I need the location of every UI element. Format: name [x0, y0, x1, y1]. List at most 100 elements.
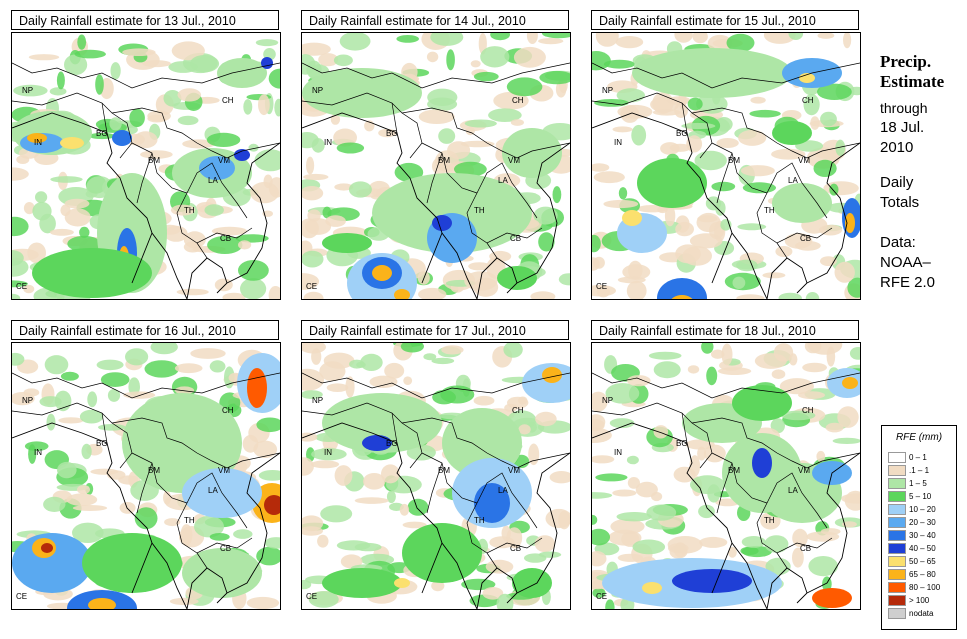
country-label: TH: [764, 206, 775, 215]
legend-label: nodata: [909, 609, 934, 618]
legend-item: 10 – 20: [888, 504, 936, 515]
panel-title: Daily Rainfall estimate for 16 Jul., 201…: [11, 320, 279, 340]
country-label: LA: [208, 176, 218, 185]
legend-label: 10 – 20: [909, 505, 936, 514]
rainfall-panel-13: Daily Rainfall estimate for 13 Jul., 201…: [11, 10, 281, 300]
country-label: LA: [498, 176, 508, 185]
legend-label: .1 – 1: [909, 466, 930, 475]
panel-title: Daily Rainfall estimate for 18 Jul., 201…: [591, 320, 859, 340]
legend-swatch: [888, 595, 906, 606]
legend-label: 1 – 5: [909, 479, 927, 488]
country-label: CE: [596, 592, 607, 601]
rfe-legend: RFE (mm) 0 – 1 .1 – 1 1 – 5 5 – 10 10 – 20 20…: [881, 425, 957, 630]
country-label: CB: [220, 544, 231, 553]
through-date: 18 Jul.: [880, 119, 925, 136]
country-label: CH: [512, 96, 524, 105]
legend-label: 5 – 10: [909, 492, 932, 501]
legend-item: 1 – 5: [888, 478, 927, 489]
country-label: CB: [220, 234, 231, 243]
legend-label: 65 – 80: [909, 570, 936, 579]
country-label: CH: [802, 406, 814, 415]
country-label: CE: [16, 282, 27, 291]
through-label: through: [880, 100, 928, 116]
country-label: LA: [788, 176, 798, 185]
legend-item: > 100: [888, 595, 929, 606]
legend-title: RFE (mm): [895, 432, 943, 443]
country-label: BG: [386, 129, 398, 138]
rainfall-field: NP CH IN BG BM VM LA TH CB CE: [592, 343, 860, 609]
country-label: CH: [222, 96, 234, 105]
country-label: VM: [218, 156, 230, 165]
country-label: IN: [614, 138, 622, 147]
country-label: CH: [512, 406, 524, 415]
legend-swatch: [888, 452, 906, 463]
legend-swatch: [888, 491, 906, 502]
country-label: CB: [510, 234, 521, 243]
sidebar-title: Precip. Estimate: [880, 52, 944, 92]
panel-title: Daily Rainfall estimate for 17 Jul., 201…: [301, 320, 569, 340]
country-label: BM: [728, 466, 740, 475]
legend-swatch: [888, 517, 906, 528]
country-label: IN: [324, 448, 332, 457]
country-label: LA: [498, 486, 508, 495]
rainfall-panel-18: Daily Rainfall estimate for 18 Jul., 201…: [591, 320, 861, 610]
country-label: IN: [34, 448, 42, 457]
legend-item: .1 – 1: [888, 465, 929, 476]
rainfall-field: NP CH IN BG BM VM LA TH CB CE: [302, 33, 570, 299]
country-label: CE: [16, 592, 27, 601]
totals-line1: Daily: [880, 174, 914, 191]
legend-item: nodata: [888, 608, 933, 619]
country-label: LA: [788, 486, 798, 495]
country-label: NP: [602, 86, 613, 95]
panel-title: Daily Rainfall estimate for 14 Jul., 201…: [301, 10, 569, 30]
country-label: VM: [508, 466, 520, 475]
data-line2: NOAA–: [880, 254, 931, 271]
rainfall-field: NP CH IN BG BM VM LA TH CB CE: [12, 34, 280, 299]
through-block: through 18 Jul. 2010: [880, 98, 927, 158]
country-label: BG: [386, 439, 398, 448]
country-label: VM: [508, 156, 520, 165]
country-label: BM: [438, 466, 450, 475]
country-label: LA: [208, 486, 218, 495]
legend-label: 80 – 100: [909, 583, 941, 592]
panel-title: Daily Rainfall estimate for 13 Jul., 201…: [11, 10, 279, 30]
rainfall-map: NP CH IN BG BM VM LA TH CB CE: [11, 32, 281, 300]
sidebar-title-line2: Estimate: [880, 72, 945, 91]
sidebar-title-line1: Precip.: [880, 52, 932, 71]
legend-item: 80 – 100: [888, 582, 940, 593]
rainfall-field: NP CH IN BG BM VM LA TH CB CE: [302, 343, 570, 609]
legend-label: 40 – 50: [909, 544, 936, 553]
rainfall-map: NP CH IN BG BM VM LA TH CB CE: [301, 32, 571, 300]
legend-swatch: [888, 582, 906, 593]
country-label: BM: [148, 466, 160, 475]
data-line1: Data:: [880, 234, 916, 251]
rainfall-map: NP CH IN BG BM VM LA TH CB CE: [11, 342, 281, 610]
country-label: NP: [602, 396, 613, 405]
country-label: NP: [312, 396, 323, 405]
country-label: VM: [218, 466, 230, 475]
country-label: TH: [184, 206, 195, 215]
legend-swatch: [888, 465, 906, 476]
rainfall-panel-16: Daily Rainfall estimate for 16 Jul., 201…: [11, 320, 281, 610]
country-label: NP: [22, 396, 33, 405]
totals-block: Daily Totals: [880, 173, 919, 213]
legend-item: 5 – 10: [888, 491, 931, 502]
legend-swatch: [888, 608, 906, 619]
country-label: VM: [798, 466, 810, 475]
legend-swatch: [888, 569, 906, 580]
country-label: CH: [802, 96, 814, 105]
country-label: BM: [438, 156, 450, 165]
country-label: CE: [306, 592, 317, 601]
legend-swatch: [888, 478, 906, 489]
rainfall-field: NP CH IN BG BM VM LA TH CB CE: [592, 33, 860, 299]
rainfall-map: NP CH IN BG BM VM LA TH CB CE: [301, 342, 571, 610]
legend-label: 30 – 40: [909, 531, 936, 540]
country-label: NP: [312, 86, 323, 95]
totals-line2: Totals: [880, 194, 920, 211]
country-label: IN: [324, 138, 332, 147]
legend-swatch: [888, 556, 906, 567]
rainfall-panel-15: Daily Rainfall estimate for 15 Jul., 201…: [591, 10, 861, 300]
legend-item: 65 – 80: [888, 569, 936, 580]
rainfall-field: NP CH IN BG BM VM LA TH CB CE: [12, 343, 280, 609]
country-label: IN: [34, 138, 42, 147]
